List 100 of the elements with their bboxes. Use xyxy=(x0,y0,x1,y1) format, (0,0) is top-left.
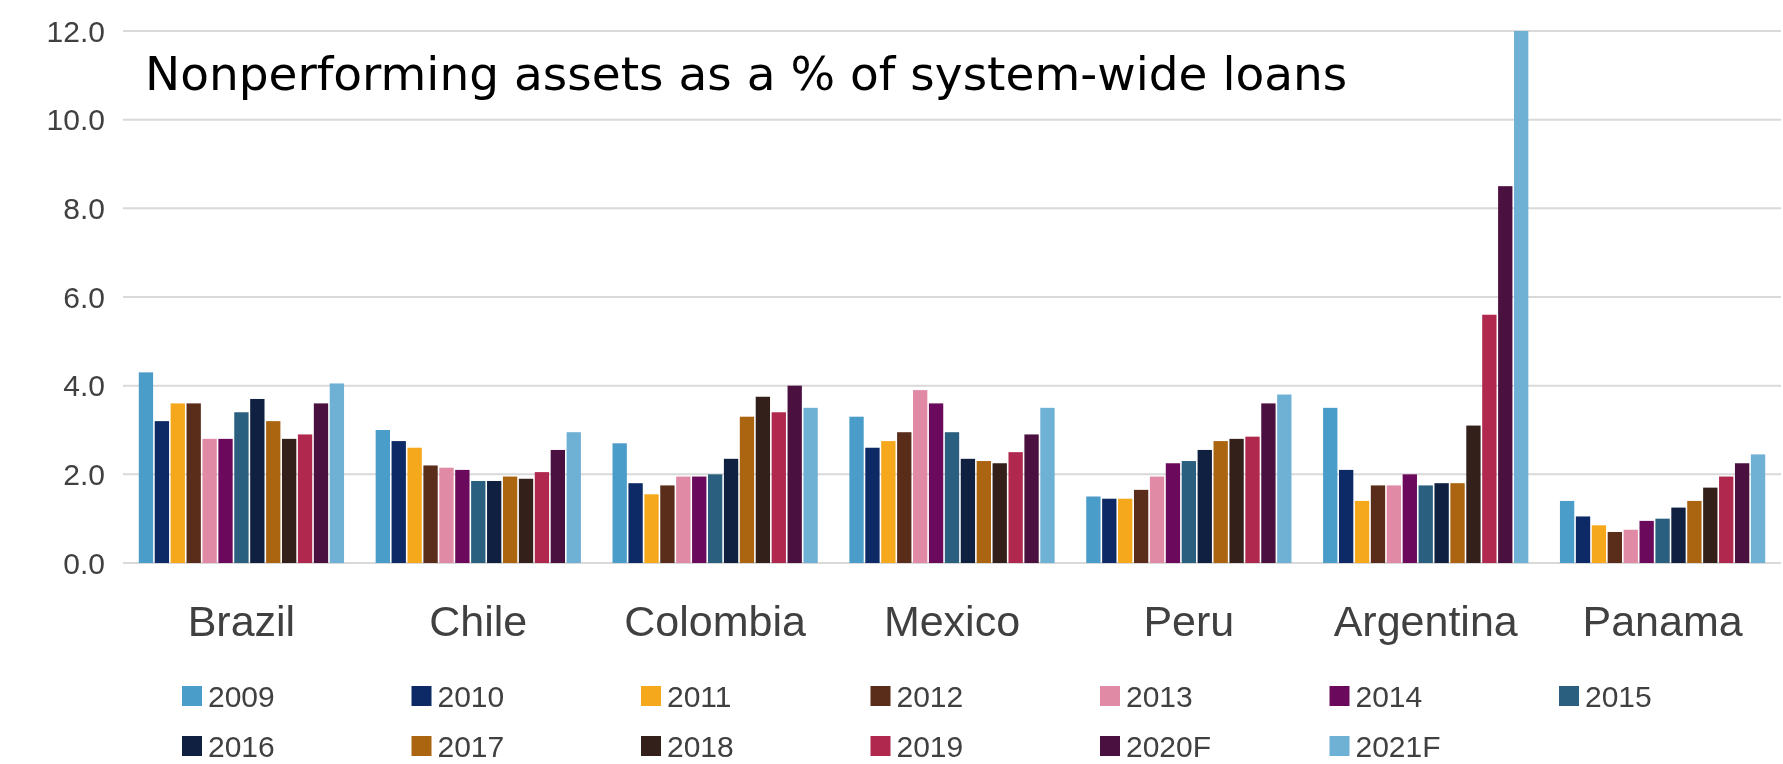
bar xyxy=(439,467,454,563)
legend-label: 2017 xyxy=(437,729,505,763)
bar xyxy=(660,485,675,563)
bar xyxy=(329,383,345,563)
bar xyxy=(1655,518,1670,563)
legend-label: 2020F xyxy=(1126,729,1212,763)
y-tick-label: 2.0 xyxy=(63,457,105,491)
bar xyxy=(1734,463,1750,563)
bar xyxy=(928,403,944,563)
bar xyxy=(707,474,723,563)
y-tick-label: 8.0 xyxy=(63,191,105,225)
bar xyxy=(1261,403,1276,563)
bar xyxy=(1102,498,1117,563)
bar xyxy=(771,412,786,563)
bar xyxy=(502,476,518,563)
bar xyxy=(1434,483,1449,563)
bar xyxy=(1245,436,1260,563)
x-tick-label: Brazil xyxy=(187,597,296,645)
chart-title: Nonperforming assets as a % of system-wide loans xyxy=(145,46,1348,101)
bar xyxy=(234,412,249,563)
bar xyxy=(1750,454,1766,563)
bar xyxy=(628,483,643,563)
bar xyxy=(881,441,896,563)
bar xyxy=(1229,438,1244,563)
bar xyxy=(487,480,502,563)
bar xyxy=(138,372,154,563)
x-tick-label: Panama xyxy=(1582,597,1743,645)
bar xyxy=(282,438,297,563)
legend-label: 2021F xyxy=(1355,729,1441,763)
x-tick-label: Argentina xyxy=(1333,597,1518,645)
bar xyxy=(375,430,390,563)
bar xyxy=(913,390,928,563)
bar xyxy=(1687,500,1702,563)
bar xyxy=(1339,469,1354,563)
bar xyxy=(1133,489,1149,563)
bar xyxy=(1323,407,1338,563)
bar xyxy=(1277,394,1292,563)
bar xyxy=(1719,476,1734,563)
bar xyxy=(250,398,265,563)
bar xyxy=(1703,487,1718,563)
bar xyxy=(455,469,470,563)
bar xyxy=(518,478,534,563)
bar xyxy=(1639,520,1654,563)
bar xyxy=(1591,525,1607,563)
bar xyxy=(692,476,707,563)
y-tick-label: 0.0 xyxy=(63,546,105,580)
bar xyxy=(266,421,281,563)
bar xyxy=(1671,507,1686,563)
bar xyxy=(1498,186,1513,563)
legend-label: 2009 xyxy=(208,679,275,713)
bar xyxy=(739,416,755,563)
y-tick-label: 12.0 xyxy=(46,14,105,48)
bar xyxy=(1386,485,1402,563)
bar xyxy=(992,463,1007,563)
bar xyxy=(1370,485,1386,563)
bar xyxy=(1607,531,1622,563)
bar xyxy=(186,403,201,563)
bar xyxy=(723,458,739,563)
bar xyxy=(154,421,170,563)
legend-label: 2019 xyxy=(896,729,964,763)
bar xyxy=(849,416,864,563)
bar xyxy=(612,443,627,563)
bar xyxy=(1213,441,1228,563)
legend-label: 2010 xyxy=(437,679,505,713)
x-tick-label: Chile xyxy=(429,597,528,645)
x-tick-label: Mexico xyxy=(883,597,1021,645)
bar xyxy=(1418,485,1433,563)
bar xyxy=(550,449,565,563)
legend-label: 2014 xyxy=(1355,679,1423,713)
bar xyxy=(218,438,233,563)
y-tick-label: 6.0 xyxy=(63,280,105,314)
bar xyxy=(1118,498,1133,563)
x-tick-label: Colombia xyxy=(624,597,807,645)
bar xyxy=(534,472,550,563)
bar xyxy=(944,432,960,563)
bar xyxy=(566,432,581,563)
bar xyxy=(1040,407,1055,563)
bar xyxy=(423,465,438,563)
bar xyxy=(313,403,329,563)
bar xyxy=(1514,31,1529,563)
bar xyxy=(1450,483,1465,563)
bar xyxy=(1354,500,1370,563)
bar xyxy=(297,434,313,563)
bar xyxy=(1197,449,1212,563)
bar xyxy=(644,494,659,563)
x-tick-label: Peru xyxy=(1143,597,1235,645)
bar xyxy=(202,438,217,563)
bar xyxy=(1086,496,1101,563)
y-tick-label: 10.0 xyxy=(46,103,105,137)
bar xyxy=(1466,425,1481,563)
bar xyxy=(676,476,691,563)
legend-label: 2015 xyxy=(1585,679,1652,713)
bar xyxy=(1559,500,1575,563)
bar xyxy=(1149,476,1165,563)
bar xyxy=(1008,452,1023,563)
legend-label: 2016 xyxy=(208,729,275,763)
y-tick-label: 4.0 xyxy=(63,369,105,403)
bar xyxy=(1575,516,1591,563)
bar xyxy=(471,480,486,563)
bar xyxy=(1165,463,1181,563)
